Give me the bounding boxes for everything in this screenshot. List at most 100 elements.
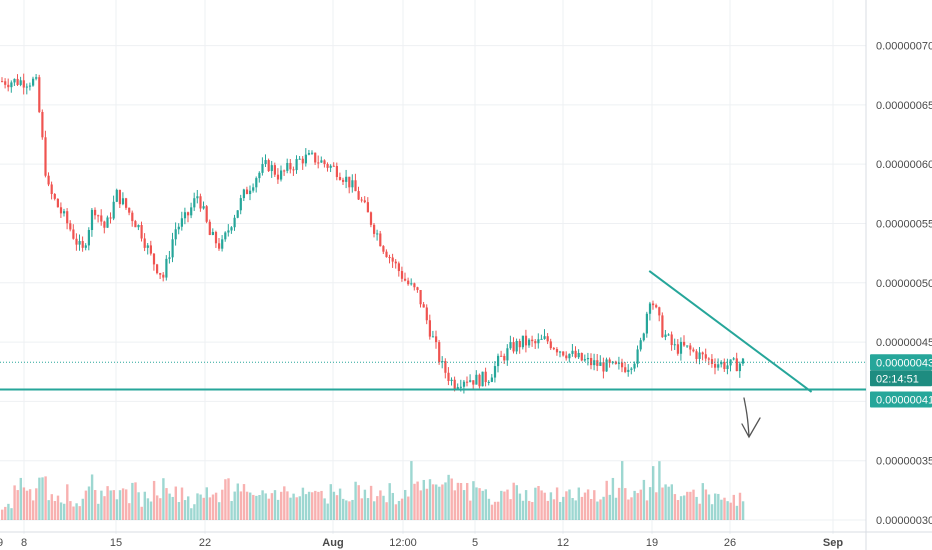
candle-body [441, 361, 444, 363]
candle-body [159, 273, 162, 275]
volume-bar [630, 497, 633, 520]
candle-body [118, 189, 121, 205]
volume-bar [565, 491, 568, 520]
volume-bar [574, 500, 577, 520]
candle-body [577, 352, 580, 358]
candle-body [112, 201, 115, 219]
volume-bar [177, 502, 181, 520]
candle-body [63, 211, 66, 214]
volume-bar [87, 486, 91, 520]
volume-bar [236, 483, 239, 520]
volume-bar [658, 461, 661, 520]
volume-bar [252, 494, 255, 520]
volume-bar [388, 483, 391, 520]
volume-bar [466, 483, 469, 520]
volume-bar [648, 487, 652, 520]
volume-bar [202, 497, 205, 520]
price-axis[interactable]: 0.00000030 0.00000035 0.00000045 0.00000050… [876, 41, 932, 527]
volume-bar [400, 498, 404, 520]
volume-bar [605, 480, 608, 520]
volume-bar [128, 503, 131, 520]
candle-body [679, 341, 683, 354]
volume-bar [704, 489, 708, 520]
candle-body [304, 154, 307, 164]
time-axis[interactable]: 8 15 22 Aug 12:00 5 12 19 26 Sep 9 [0, 537, 843, 549]
candle-body [366, 202, 369, 213]
current-price-tag-text: 0.00000043 [876, 357, 932, 369]
volume-bar [645, 500, 649, 520]
candle-body [373, 224, 376, 234]
candle-body [183, 212, 187, 219]
volume-bar [624, 488, 627, 520]
candle-body [7, 84, 10, 88]
volume-bar [190, 508, 193, 520]
volume-bar [270, 493, 274, 520]
candle-body [571, 350, 574, 354]
candle-body [357, 191, 360, 200]
chart-drawings[interactable] [0, 270, 866, 439]
candle-body [670, 334, 673, 346]
volume-bar [735, 505, 739, 520]
volume-bar [298, 496, 301, 520]
volume-bar [38, 477, 41, 520]
volume-bar [208, 497, 212, 520]
volume-bar [301, 487, 305, 520]
volume-bars [1, 461, 745, 520]
volume-bar [493, 501, 497, 520]
volume-bar [537, 486, 540, 520]
support-price-tag: 0.00000041 [870, 391, 932, 408]
volume-bar [311, 492, 314, 520]
volume-bar [373, 501, 376, 520]
volume-bar [174, 486, 177, 520]
candle-body [369, 212, 373, 225]
volume-bar [416, 481, 419, 520]
volume-bar [314, 490, 317, 520]
volume-bar [196, 493, 199, 520]
candle-body [661, 315, 664, 338]
volume-bar [469, 500, 472, 520]
volume-bar [580, 496, 584, 520]
volume-bar [146, 498, 150, 520]
volume-bar [183, 500, 187, 520]
candle-body [627, 369, 630, 372]
volume-bar [286, 491, 289, 520]
volume-bar [137, 492, 140, 520]
candle-body [379, 233, 382, 247]
volume-bar [710, 504, 714, 520]
volume-bar [143, 491, 146, 520]
candle-body [707, 358, 710, 360]
volume-bar [25, 490, 29, 520]
volume-bar [97, 503, 100, 520]
candle-body [59, 207, 63, 214]
candle-body [152, 253, 156, 265]
candle-body [208, 221, 211, 235]
candle-body [261, 164, 264, 173]
candle-body [351, 180, 354, 188]
volume-bar [444, 482, 447, 520]
volume-bar [639, 489, 642, 520]
candle-body [314, 152, 317, 163]
candle-body [214, 231, 218, 244]
time-tick-label: 12 [557, 537, 569, 549]
candle-body [205, 206, 208, 222]
volume-bar [583, 492, 587, 520]
candle-body [258, 172, 261, 179]
candle-body [503, 355, 506, 361]
volume-bar [264, 493, 267, 520]
volume-bar [397, 500, 401, 520]
descending-trendline[interactable] [648, 270, 813, 393]
candle-body [692, 349, 695, 352]
candle-body [273, 165, 276, 175]
candle-body [329, 165, 332, 168]
candle-body [317, 162, 320, 164]
candle-body [307, 153, 311, 155]
volume-bar [515, 485, 518, 520]
candle-body [428, 320, 431, 337]
candle-body [69, 223, 72, 230]
candle-body [174, 229, 177, 240]
volume-bar [642, 479, 646, 520]
volume-bar [552, 499, 556, 520]
candle-body [1, 81, 4, 83]
